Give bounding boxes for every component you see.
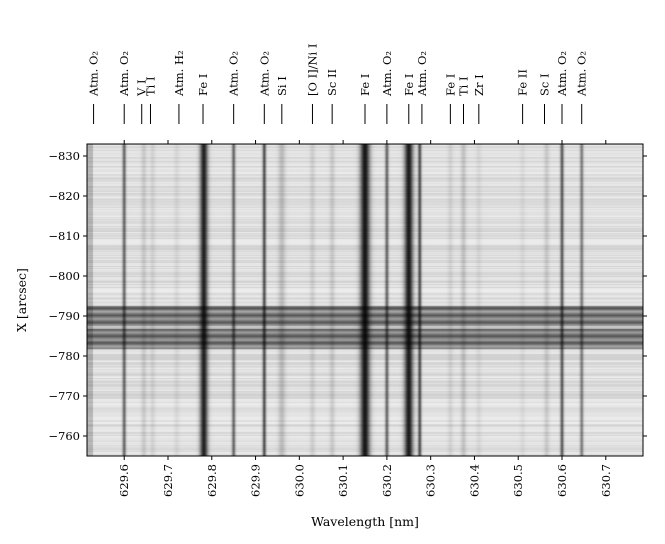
x-tick-label: 630.0 [292,464,306,497]
y-tick-label: −760 [48,429,80,443]
line-id-label: Atm. O₂ [117,51,131,97]
line-id-label: [O I]/Ni I [305,44,319,96]
x-axis-ticks: 629.6 629.7 629.8 629.9 630.0 630.1 630.2 630.3… [117,140,613,497]
line-id-label: Fe I [358,74,372,96]
x-tick-label: 630.2 [380,464,394,497]
line-id-label: Ti I [143,76,157,96]
line-id-label: Fe I [402,74,416,96]
x-tick-label: 630.6 [555,464,569,497]
plot-frame [86,143,644,457]
line-id-label: V I [135,79,149,97]
x-tick-label: 630.1 [336,464,350,497]
y-axis-label: X [arcsec] [14,268,29,332]
x-tick-label: 630.7 [599,464,613,497]
y-tick-label: −770 [48,389,80,403]
line-id-label: Atm. O₂ [380,51,394,97]
y-tick-label: −780 [48,349,80,363]
x-tick-label: 629.9 [249,464,263,497]
spectrum-image [87,144,643,456]
x-tick-label: 629.7 [161,464,175,497]
y-tick-label: −810 [48,229,80,243]
x-tick-label: 630.3 [424,464,438,497]
y-tick-label: −800 [48,269,80,283]
line-id-label: Fe II [516,69,530,96]
line-id-label: Atm. O₂ [555,51,569,97]
line-id-label: Fe I [443,74,457,96]
y-tick-label: −790 [48,309,80,323]
line-id-labels: Atm. O₂ Atm. O₂ V ITi I Atm. H₂ Fe I Atm. O₂ A… [87,44,589,97]
x-tick-label: 630.5 [511,464,525,497]
x-axis-label: Wavelength [nm] [311,514,419,529]
spectrum-heatmap [87,144,643,456]
y-tick-label: −820 [48,189,80,203]
line-id-label: Atm. O₂ [257,51,271,97]
line-id-label: Atm. O₂ [87,51,101,97]
y-tick-label: −830 [48,149,80,163]
line-id-label: Atm. O₂ [415,51,429,97]
x-tick-label: 629.8 [205,464,219,497]
line-id-label: Fe I [196,74,210,96]
line-id-label: Sc I [537,73,551,96]
line-id-label: Atm. H₂ [172,50,186,97]
line-id-label: Atm. O₂ [227,51,241,97]
line-id-label: Atm. O₂ [575,51,589,97]
line-id-label: Sc II [325,69,339,96]
x-tick-label: 629.6 [117,464,131,497]
x-tick-label: 630.4 [467,464,481,497]
line-id-connectors [93,104,583,124]
line-id-label: Ti I [457,76,471,96]
y-axis-ticks: −830 −820 −810 −800 −790 −780 −770 −760 [48,149,647,443]
line-id-label: Zr I [472,74,486,96]
line-id-label: Si I [275,76,289,96]
